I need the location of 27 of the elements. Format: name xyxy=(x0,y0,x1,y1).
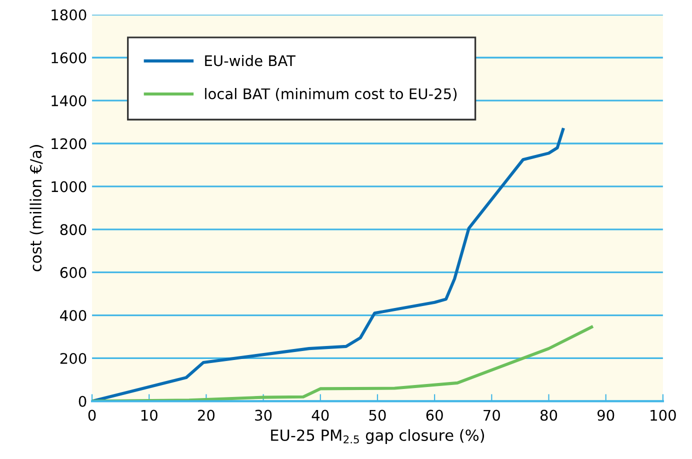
x-tick-label: 100 xyxy=(650,410,676,421)
x-axis-title: EU-25 PM$_{2.5}$ gap closure (%) xyxy=(271,429,484,444)
x-tick-label: 30 xyxy=(255,410,272,421)
x-tick-label: 60 xyxy=(426,410,443,421)
x-tick-label: 10 xyxy=(141,410,158,421)
legend-label: local BAT (minimum cost to EU-25) xyxy=(205,88,457,102)
y-tick-label: 1000 xyxy=(52,181,86,192)
x-tick-label: 0 xyxy=(88,410,96,421)
line-series xyxy=(92,326,594,402)
y-tick-label: 1200 xyxy=(52,138,86,150)
y-tick-label: 800 xyxy=(60,224,86,236)
y-axis-title: cost (million €/a) xyxy=(30,145,44,272)
y-tick-label: 400 xyxy=(60,310,86,322)
x-tick-label: 50 xyxy=(369,410,386,421)
y-tick-label: 1800 xyxy=(52,9,86,20)
x-tick-label: 70 xyxy=(484,410,500,421)
y-tick-label: 600 xyxy=(60,267,86,278)
x-tick-label: 80 xyxy=(540,410,558,421)
y-tick-label: 200 xyxy=(60,352,86,364)
legend-label: EU-wide BAT xyxy=(205,54,296,66)
x-tick-label: 40 xyxy=(312,410,329,421)
x-tick-label: 90 xyxy=(597,410,614,421)
x-tick-label: 20 xyxy=(198,410,215,421)
y-tick-label: 1400 xyxy=(52,95,86,106)
line-series xyxy=(92,128,565,402)
y-tick-label: 0 xyxy=(78,396,86,407)
y-tick-label: 1600 xyxy=(52,52,86,64)
